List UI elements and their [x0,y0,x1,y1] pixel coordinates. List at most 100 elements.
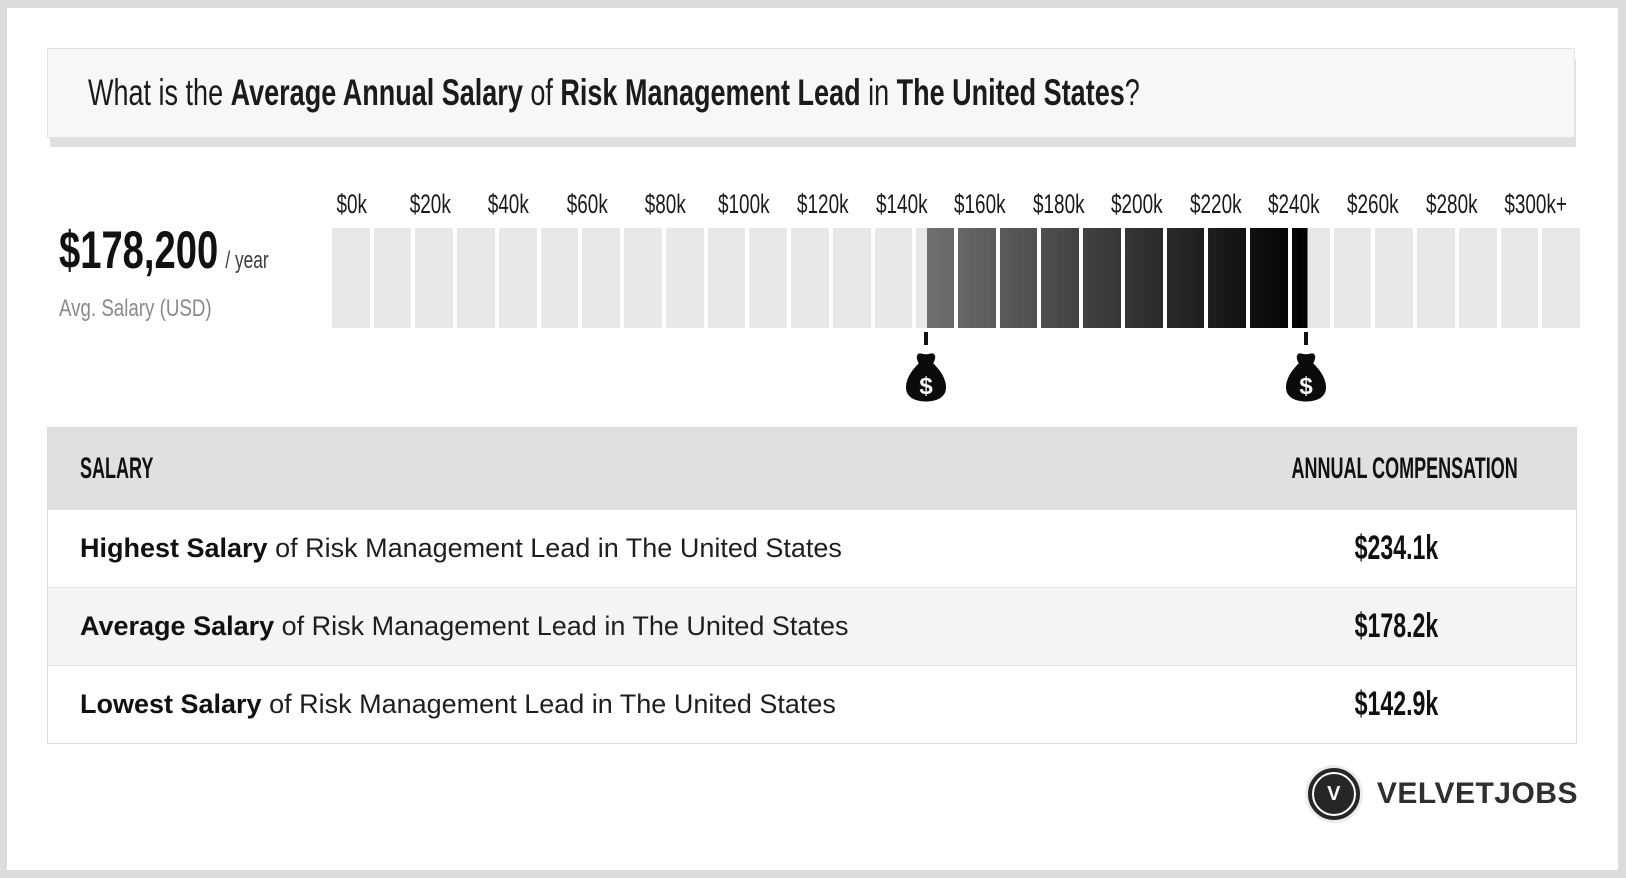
axis-tick: $200k [1098,189,1177,220]
svg-text:$: $ [920,373,934,400]
bar-segment [624,228,662,328]
highest-salary-marker: $ [1283,332,1329,402]
bar-segment [1417,228,1455,328]
salary-range-bar [332,228,1581,328]
axis-tick-label: $160k [954,189,1006,219]
logo-letter: V [1311,772,1356,816]
axis-tick: $80k [626,189,705,220]
bar-segment [332,228,370,328]
bar-segment [916,228,955,328]
axis-tick: $60k [548,189,627,220]
bar-segment [1542,228,1581,328]
bar-segment [874,228,913,328]
row-value: $142.9k [1354,685,1438,723]
bar-segment [457,228,495,328]
bar-segment [958,228,996,328]
average-salary-summary: $178,200 / year Avg. Salary (USD) [59,220,339,323]
bar-segment [1500,228,1539,328]
infographic-card: What is the Average Annual Salary of Ris… [7,8,1618,870]
bar-segment [373,228,412,328]
velvetjobs-logo-icon: V [1304,765,1363,823]
question-banner: What is the Average Annual Salary of Ris… [47,48,1575,138]
table-header-row: SALARY ANNUAL COMPENSATION [48,428,1576,509]
bar-segment [665,228,704,328]
bar-segment [1166,228,1205,328]
bar-segment [1250,228,1288,328]
axis-tick-label: $240k [1268,189,1320,219]
bar-segment [1458,228,1497,328]
average-salary-caption: Avg. Salary (USD) [59,295,212,322]
bar-segment [749,228,788,328]
row-label: Lowest Salary of Risk Management Lead in… [80,689,836,719]
brand-footer[interactable]: V VELVETJOBS [1304,765,1578,823]
brand-name: VELVETJOBS [1376,777,1578,810]
axis-tick-label: $40k [487,189,529,219]
axis-tick: $220k [1176,189,1255,220]
axis-tick-label: $140k [875,189,928,219]
salary-markers: $ $ [332,332,1580,408]
axis-tick-label: $100k [718,189,770,219]
axis-tick-label: $80k [645,189,687,219]
row-label: Highest Salary of Risk Management Lead i… [80,533,842,563]
axis-tick-label: $60k [566,189,608,219]
axis-tick: $100k [705,189,784,220]
title-segment: of [522,72,561,113]
bar-segment [415,228,454,328]
bar-segment [707,228,746,328]
bar-segment [498,228,537,328]
salary-table: SALARY ANNUAL COMPENSATION Highest Salar… [47,427,1577,744]
title-segment: The United States [896,72,1125,113]
axis-tick: $160k [941,189,1020,220]
bar-segment [791,228,829,328]
marker-dash [924,332,929,345]
table-row: Highest Salary of Risk Management Lead i… [48,509,1576,587]
axis-tick: $20k [391,189,470,220]
bar-segment [1208,228,1247,328]
axis-tick: $180k [1019,189,1098,220]
lowest-salary-marker: $ [903,332,949,402]
per-year-label: / year [225,247,269,274]
axis-tick: $240k [1255,189,1334,220]
table-row: Average Salary of Risk Management Lead i… [48,587,1576,665]
axis-tick: $0k [312,189,391,220]
axis-tick-label: $120k [797,189,849,219]
axis-tick: $300k+ [1491,189,1580,220]
axis-tick: $280k [1412,189,1491,220]
title-segment: Average Annual Salary [230,72,523,113]
axis-tick: $260k [1334,189,1413,220]
bar-segment [1291,228,1330,328]
money-bag-icon: $ [1285,353,1326,402]
axis-tick-label: $180k [1032,189,1085,219]
axis-tick-label: $280k [1425,189,1478,219]
money-bag-icon: $ [906,353,947,402]
svg-text:$: $ [1299,373,1313,400]
average-salary-amount: $178,200 [59,221,219,280]
axis-tick: $140k [862,189,941,220]
axis-tick-label: $300k+ [1504,189,1567,219]
table-row: Lowest Salary of Risk Management Lead in… [48,665,1576,743]
bar-segment [1041,228,1080,328]
page-title: What is the Average Annual Salary of Ris… [88,72,1140,114]
axis-tick-label: $20k [409,189,451,219]
bar-segment [1083,228,1121,328]
bar-segment [540,228,579,328]
row-label: Average Salary of Risk Management Lead i… [80,611,849,641]
salary-axis-labels: $0k $20k $40k $60k $80k $100k $120k $140k $160k $… [312,178,1580,220]
axis-tick-label: $0k [336,189,367,219]
compensation-column-header: ANNUAL COMPENSATION [1291,451,1518,485]
axis-tick: $120k [783,189,862,220]
axis-tick-label: $260k [1347,189,1399,219]
marker-dash [1303,332,1308,345]
axis-tick: $40k [469,189,548,220]
bar-segment [1124,228,1163,328]
bar-segment [832,228,871,328]
bar-segment [1375,228,1414,328]
salary-column-header: SALARY [80,451,154,485]
title-segment: What is the [88,72,231,113]
bar-segment [1333,228,1372,328]
title-segment: ? [1124,72,1140,113]
axis-tick-label: $220k [1189,189,1242,219]
row-value: $234.1k [1354,529,1438,567]
title-segment: in [860,72,897,113]
title-segment: Risk Management Lead [560,72,861,113]
